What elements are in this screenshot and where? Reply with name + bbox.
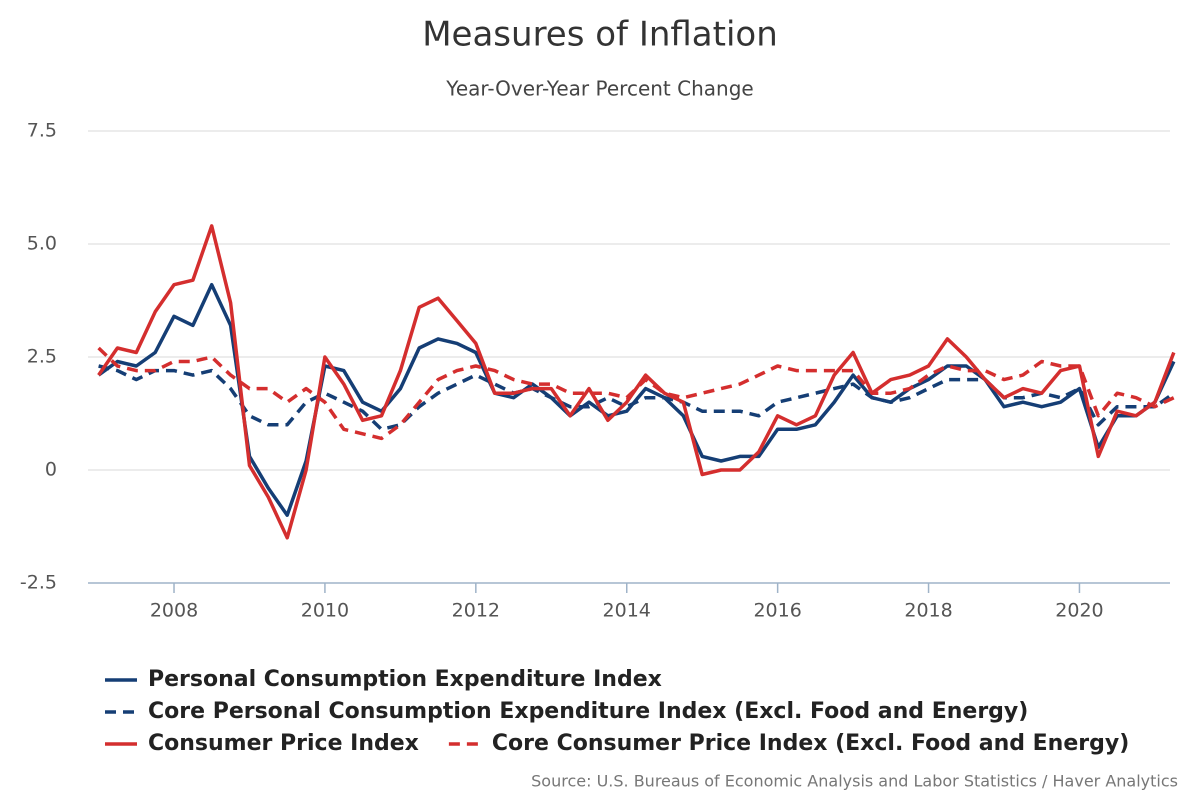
legend-label: Consumer Price Index bbox=[148, 731, 419, 756]
x-tick-label: 2010 bbox=[301, 600, 349, 622]
y-tick-label: -2.5 bbox=[20, 572, 57, 594]
x-tick-label: 2014 bbox=[603, 600, 651, 622]
series-line bbox=[97, 346, 1175, 441]
y-tick-label: 5.0 bbox=[27, 233, 57, 255]
x-tick-label: 2018 bbox=[904, 600, 952, 622]
chart-title: Measures of Inflation bbox=[422, 15, 778, 55]
x-tick-label: 2012 bbox=[452, 600, 500, 622]
legend-label: Core Consumer Price Index (Excl. Food an… bbox=[492, 731, 1129, 756]
y-tick-label: 7.5 bbox=[27, 120, 57, 142]
chart-subtitle: Year-Over-Year Percent Change bbox=[445, 77, 753, 101]
x-tick-label: 2016 bbox=[753, 600, 801, 622]
y-tick-label: 0 bbox=[45, 459, 57, 481]
y-tick-label: 2.5 bbox=[27, 346, 57, 368]
series-line bbox=[97, 224, 1176, 540]
legend-label: Core Personal Consumption Expenditure In… bbox=[148, 699, 1028, 724]
series-line bbox=[98, 364, 1175, 432]
series-line bbox=[97, 282, 1176, 517]
x-tick-label: 2008 bbox=[150, 600, 198, 622]
legend-label: Personal Consumption Expenditure Index bbox=[148, 667, 662, 692]
x-tick-label: 2020 bbox=[1055, 600, 1103, 622]
source-note: Source: U.S. Bureaus of Economic Analysi… bbox=[531, 772, 1178, 791]
